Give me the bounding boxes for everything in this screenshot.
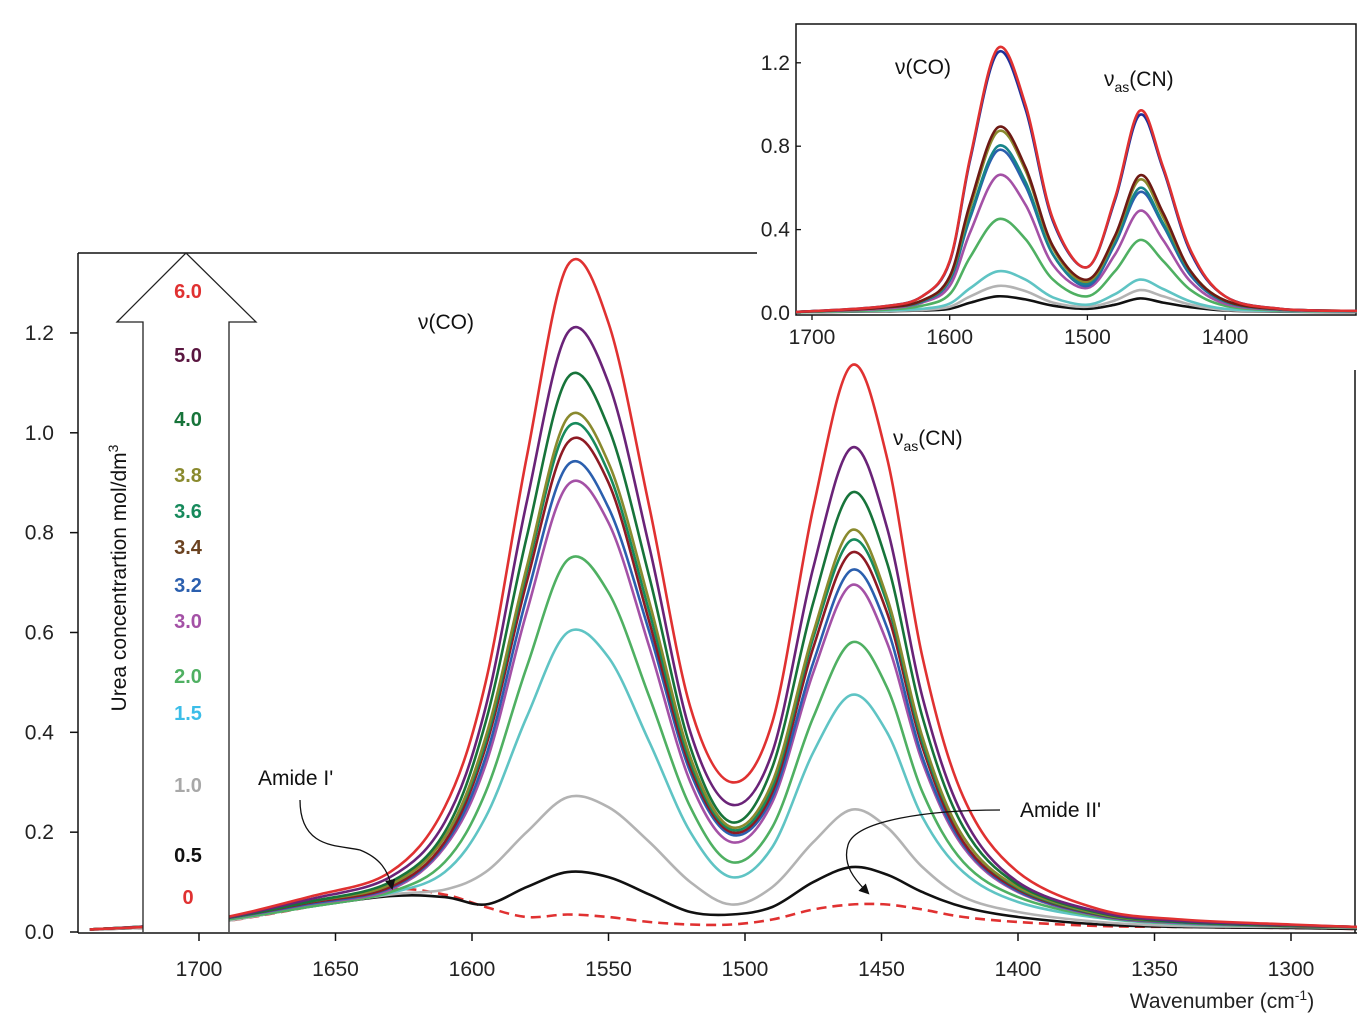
x-tick-label: 1650 — [312, 958, 359, 981]
y-tick-label: 1.0 — [25, 422, 54, 445]
legend-label: 0 — [182, 887, 193, 909]
inset-y-tick-label: 0.4 — [761, 219, 791, 242]
y-tick-label: 1.2 — [25, 322, 54, 345]
inset-series-line-3 — [796, 217, 1357, 314]
inset-x-tick-label: 1400 — [1202, 326, 1249, 349]
legend-label: 3.4 — [174, 537, 203, 559]
inset-series-line-4 — [796, 173, 1357, 314]
y-tick-label: 0.6 — [25, 621, 54, 644]
inset-y-tick-label: 0.0 — [761, 302, 790, 325]
x-tick-label: 1400 — [995, 958, 1042, 981]
legend-label: 3.6 — [174, 501, 202, 523]
cn-peak-label: νas(CN) — [893, 427, 963, 454]
amide-i-label: Amide I' — [258, 767, 333, 790]
x-axis-label: Wavenumber (cm-1) — [1130, 987, 1314, 1013]
series-line-2.0 — [89, 555, 1357, 931]
series-line-3.8 — [89, 411, 1357, 931]
x-tick-label: 1600 — [449, 958, 496, 981]
inset-series-line-2 — [796, 269, 1357, 314]
x-tick-label: 1450 — [858, 958, 905, 981]
amide-i-arrow — [299, 799, 396, 891]
series-line-4.0 — [89, 371, 1357, 931]
inset-x-tick-label: 1700 — [789, 326, 836, 349]
inset-series-line-1 — [796, 284, 1357, 314]
legend-label: 3.2 — [174, 575, 202, 597]
x-tick-label: 1500 — [722, 958, 769, 981]
legend: 6.0 5.0 4.0 3.8 3.6 3.4 3.2 3.0 2.0 1.5 1.0 0.5 0 — [174, 281, 203, 909]
inset-y-tick-label: 1.2 — [761, 52, 790, 75]
legend-label: 0.5 — [174, 845, 202, 867]
legend-label: 4.0 — [174, 409, 202, 431]
main-ticks: 0.0 0.2 0.4 0.6 0.8 1.0 1.2 1700 1650 1600 1550 150… — [25, 322, 1315, 981]
legend-label: 1.0 — [174, 775, 202, 797]
legend-label: 6.0 — [174, 281, 202, 303]
series-line-0.5 — [89, 865, 1357, 931]
main-axes — [77, 252, 1357, 934]
inset-ticks: 0.0 0.4 0.8 1.2 1700 1600 1500 1400 — [761, 52, 1249, 349]
series-line-3.4 — [89, 436, 1357, 931]
y-tick-label: 0.2 — [25, 821, 54, 844]
main-series — [89, 257, 1357, 931]
inset-y-tick-label: 0.8 — [761, 135, 790, 158]
y-tick-label: 0.8 — [25, 522, 54, 545]
series-line-3.6 — [89, 421, 1357, 931]
inset-co-label: ν(CO) — [895, 56, 951, 79]
inset-series-line-8 — [796, 125, 1357, 314]
inset-plot-frame — [795, 23, 1357, 316]
x-tick-label: 1700 — [176, 958, 223, 981]
series-line-1.5 — [89, 628, 1357, 931]
inset-cn-label: νas(CN) — [1104, 68, 1174, 95]
co-peak-label: ν(CO) — [418, 311, 474, 334]
inset-x-tick-label: 1600 — [926, 326, 973, 349]
series-line-1.0 — [89, 794, 1357, 931]
concentration-arrow — [115, 252, 258, 932]
y-tick-label: 0.4 — [25, 721, 55, 744]
legend-label: 3.8 — [174, 465, 202, 487]
legend-label: 2.0 — [174, 666, 202, 688]
x-tick-label: 1300 — [1268, 958, 1315, 981]
legend-label: 3.0 — [174, 611, 202, 633]
y-tick-label: 0.0 — [25, 921, 54, 944]
x-tick-label: 1550 — [585, 958, 632, 981]
series-line-6.0 — [89, 257, 1357, 931]
legend-label: 5.0 — [174, 345, 202, 367]
inset-series-line-10 — [796, 45, 1357, 314]
inset-x-tick-label: 1500 — [1064, 326, 1111, 349]
legend-title: Urea concentrartion mol/dm3 — [105, 444, 131, 711]
series-line-5.0 — [89, 325, 1357, 931]
amide-ii-arrow — [845, 809, 1001, 895]
inset-series — [796, 45, 1357, 314]
amide-ii-label: Amide II' — [1020, 799, 1101, 822]
x-tick-label: 1350 — [1131, 958, 1178, 981]
legend-label: 1.5 — [174, 703, 202, 725]
series-line-3.0 — [89, 479, 1357, 931]
